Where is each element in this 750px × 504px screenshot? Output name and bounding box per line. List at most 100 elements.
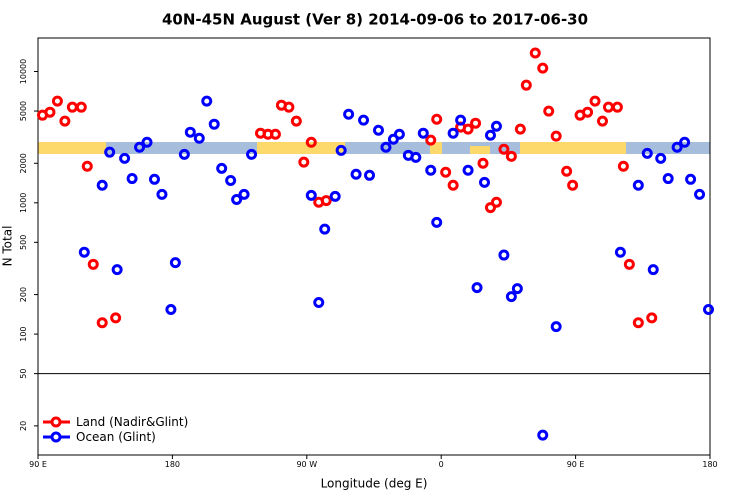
point (611, 101, 623, 113)
y-tick-label: 2000 (19, 153, 28, 173)
point (75, 101, 87, 113)
point (484, 202, 496, 214)
point (550, 321, 562, 333)
legend-marker (50, 431, 62, 443)
point (505, 291, 517, 303)
point (184, 126, 196, 138)
point (238, 188, 250, 200)
y-tick-label: 1000 (19, 193, 28, 213)
point (350, 168, 362, 180)
point (641, 147, 653, 159)
point (582, 106, 594, 118)
point (134, 141, 146, 153)
point (646, 312, 658, 324)
point (393, 128, 405, 140)
point (511, 283, 523, 295)
point (358, 114, 370, 126)
point (470, 117, 482, 129)
point (505, 150, 517, 162)
point (290, 115, 302, 127)
point (298, 156, 310, 168)
point (447, 179, 459, 191)
point (614, 246, 626, 258)
point (320, 195, 332, 207)
point (104, 146, 116, 158)
point (201, 95, 213, 107)
point (44, 106, 56, 118)
point (178, 148, 190, 160)
point (632, 179, 644, 191)
x-tick-label: 0 (439, 460, 444, 469)
point (51, 95, 63, 107)
point (447, 127, 459, 139)
point (141, 136, 153, 148)
point (329, 190, 341, 202)
legend-label: Land (Nadir&Glint) (76, 415, 188, 429)
point (417, 127, 429, 139)
point (455, 114, 467, 126)
point (343, 108, 355, 120)
point (479, 176, 491, 188)
point (169, 257, 181, 269)
plot-layer: 20 50 100 200 500 1000 2000 5000 10000 90 E 180 90 … (19, 47, 718, 469)
land-strip (257, 142, 345, 154)
point (87, 258, 99, 270)
y-tick-label: 5000 (19, 101, 28, 121)
point (671, 141, 683, 153)
point (156, 188, 168, 200)
point (477, 157, 489, 169)
land-ocean-band (38, 142, 710, 154)
y-axis-label: N Total (1, 226, 15, 267)
point (148, 173, 160, 185)
point (410, 151, 422, 163)
point (59, 115, 71, 127)
point (462, 123, 474, 135)
land-strip (38, 142, 106, 154)
point (380, 141, 392, 153)
y-tick-label: 200 (19, 287, 28, 302)
point (490, 120, 502, 132)
point (520, 79, 532, 91)
point (225, 174, 237, 186)
legend-label: Ocean (Glint) (76, 430, 156, 444)
point (78, 246, 90, 258)
x-tick-label: 180 (165, 460, 180, 469)
point (514, 123, 526, 135)
x-tick-label: 90 E (567, 460, 585, 469)
point (694, 188, 706, 200)
point (305, 136, 317, 148)
point (364, 169, 376, 181)
x-tick-label: 180 (702, 460, 717, 469)
point (647, 264, 659, 276)
point (655, 152, 667, 164)
point (216, 162, 228, 174)
point (431, 113, 443, 125)
y-tick-label: 100 (19, 326, 28, 341)
point (319, 223, 331, 235)
x-axis-label: Longitude (deg E) (321, 477, 428, 491)
point (543, 105, 555, 117)
point (335, 144, 347, 156)
point (283, 101, 295, 113)
point (471, 282, 483, 294)
point (703, 303, 715, 315)
point (269, 128, 281, 140)
point (662, 173, 674, 185)
point (111, 264, 123, 276)
point (431, 216, 443, 228)
legend-marker (50, 416, 62, 428)
point (529, 47, 541, 59)
point (81, 160, 93, 172)
point (246, 148, 258, 160)
y-tick-label: 50 (19, 369, 28, 379)
x-tick-label: 90 W (296, 460, 317, 469)
point (440, 166, 452, 178)
point (96, 179, 108, 191)
point (498, 143, 510, 155)
point (537, 62, 549, 74)
point (632, 317, 644, 329)
point (679, 136, 691, 148)
point (110, 312, 122, 324)
point (372, 124, 384, 136)
point (425, 164, 437, 176)
